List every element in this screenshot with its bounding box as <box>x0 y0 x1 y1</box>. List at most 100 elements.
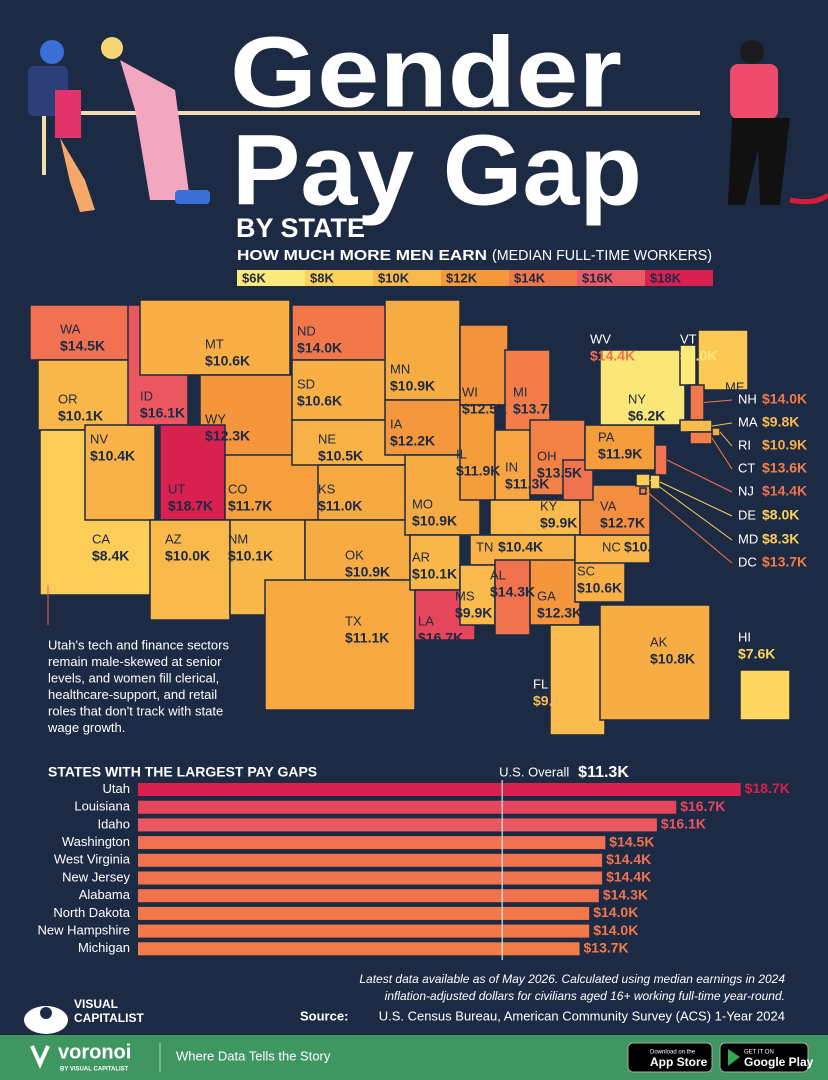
state-value: $11.1K <box>345 630 389 646</box>
legend-title: HOW MUCH MORE MEN EARN <box>237 247 487 264</box>
google-small: GET IT ON <box>744 1050 774 1056</box>
map-note: levels, and women fill clerical, <box>48 670 219 685</box>
state <box>37 359 139 431</box>
legend-swatch <box>441 270 509 286</box>
state-abbr: SD <box>297 376 315 391</box>
legend-note: (MEDIAN FULL-TIME WORKERS) <box>492 247 712 264</box>
reference-label: U.S. Overall <box>499 764 569 779</box>
legend-swatch <box>237 270 305 286</box>
state-abbr: IL <box>456 446 467 461</box>
state-abbr: TX <box>345 613 362 628</box>
category-label: Michigan <box>78 940 130 955</box>
state-value: $6.0K <box>680 348 717 364</box>
state <box>29 304 136 361</box>
state-abbr: MI <box>513 384 527 399</box>
title: Pay Gap <box>232 114 642 226</box>
state-value: $8.7K <box>725 396 762 412</box>
state <box>649 474 661 490</box>
state <box>494 559 531 636</box>
state-abbr: UT <box>168 481 185 496</box>
state-value: $6.2K <box>628 408 665 424</box>
bar <box>138 924 590 938</box>
title: Gender <box>230 16 622 128</box>
legend-label: $14K <box>514 270 546 285</box>
state <box>599 604 711 721</box>
state-abbr: ME <box>725 379 745 394</box>
state-abbr: AR <box>412 549 430 564</box>
state-abbr: NH <box>738 391 757 406</box>
state <box>317 464 409 521</box>
state-abbr: KY <box>540 498 558 513</box>
state-value: $10.1K <box>412 566 457 582</box>
state-abbr: GA <box>537 588 556 603</box>
bar <box>138 800 677 814</box>
google-play-button[interactable] <box>719 1042 809 1073</box>
app-store-small: Download on the <box>650 1050 696 1056</box>
state-value: $10.0K <box>165 548 210 564</box>
state-value: $8.0K <box>762 507 799 523</box>
state-abbr: WI <box>462 384 478 399</box>
voronoi-logo <box>30 1045 50 1069</box>
state <box>635 473 651 487</box>
state-abbr: NJ <box>738 483 754 498</box>
value-label: $16.1K <box>661 816 706 832</box>
state <box>739 669 791 721</box>
state <box>149 519 231 621</box>
state <box>84 424 156 521</box>
state-value: $16.7K <box>418 630 463 646</box>
state-abbr: AZ <box>165 531 182 546</box>
bar <box>138 889 599 903</box>
state <box>639 487 647 495</box>
state-value: $10.6K <box>577 580 622 596</box>
state-abbr: CA <box>92 531 110 546</box>
state <box>679 344 697 386</box>
state-abbr: WY <box>205 411 226 426</box>
legend-swatch <box>577 270 645 286</box>
state-value: $7.6K <box>738 646 775 662</box>
legend-label: $12K <box>446 270 478 285</box>
state-value: $9.8K <box>762 414 799 430</box>
state-value: $14.4K <box>762 483 807 499</box>
subtitle: BY STATE <box>236 213 365 243</box>
category-label: North Dakota <box>53 905 130 920</box>
state-value: $12.3K <box>205 428 250 444</box>
state-value: $13.6K <box>762 460 807 476</box>
state <box>679 419 713 433</box>
leader-line <box>719 431 733 447</box>
leader-line <box>649 479 733 541</box>
state-value: $11.7K <box>228 498 272 514</box>
state-abbr: DE <box>738 507 756 522</box>
reference-value: $11.3K <box>578 764 629 781</box>
state-value: $10.9K <box>345 564 390 580</box>
state-abbr: AL <box>490 567 506 582</box>
footnote: Latest data available as of May 2026. Ca… <box>359 972 785 986</box>
voronoi: voronoi <box>58 1041 131 1063</box>
source: U.S. Census Bureau, American Community S… <box>379 1008 785 1023</box>
chart-title: STATES WITH THE LARGEST PAY GAPS <box>48 764 317 780</box>
state <box>689 384 705 421</box>
state-value: $10.1K <box>228 548 273 564</box>
brand-logo <box>24 1006 68 1034</box>
state-abbr: LA <box>418 613 434 628</box>
legend-label: $16K <box>582 270 614 285</box>
state-abbr: SC <box>577 563 595 578</box>
legend-swatch <box>373 270 441 286</box>
leader-line <box>659 481 733 517</box>
state-value: $11.0K <box>318 498 362 514</box>
state-value: $10.4K <box>498 539 543 555</box>
state-abbr: OR <box>58 391 78 406</box>
map-note: healthcare-support, and retail <box>48 687 217 702</box>
state-value: $12.5K <box>462 401 507 417</box>
legend-swatch <box>305 270 373 286</box>
value-label: $14.0K <box>593 904 638 920</box>
state <box>409 534 461 591</box>
value-label: $18.7K <box>745 780 790 796</box>
app-store-button[interactable] <box>627 1042 713 1073</box>
state-abbr: MA <box>738 414 758 429</box>
state-abbr: MD <box>738 531 758 546</box>
value-label: $16.7K <box>680 798 725 814</box>
leader-line <box>666 459 733 493</box>
category-label: Utah <box>103 781 130 796</box>
brand: CAPITALIST <box>74 1011 144 1025</box>
state-abbr: WV <box>590 331 611 346</box>
